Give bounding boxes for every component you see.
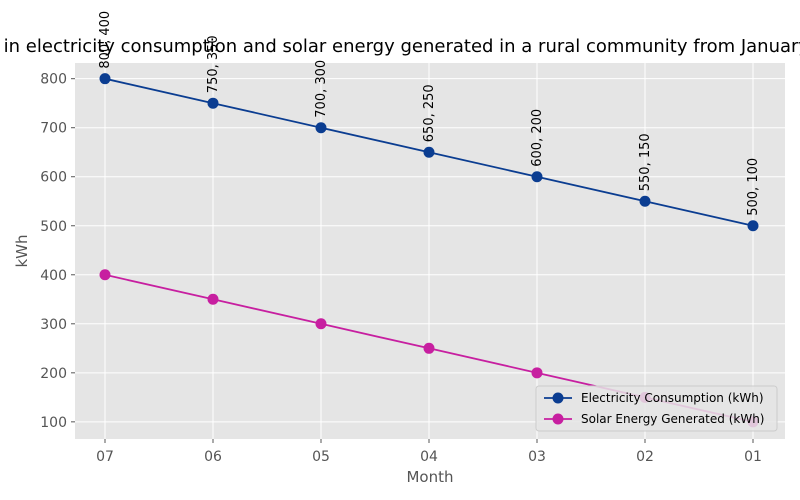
y-tick-label: 400 bbox=[40, 268, 67, 284]
data-point bbox=[531, 367, 543, 379]
data-label: 750, 350 bbox=[206, 35, 221, 93]
chart-title: Change in electricity consumption and so… bbox=[0, 36, 800, 57]
data-label: 500, 100 bbox=[746, 158, 761, 216]
data-label: 600, 200 bbox=[530, 109, 545, 167]
x-tick-label: 04 bbox=[420, 449, 438, 465]
x-tick-label: 03 bbox=[528, 449, 546, 465]
data-point bbox=[423, 342, 435, 354]
data-point bbox=[99, 73, 111, 85]
data-point bbox=[207, 293, 219, 305]
data-point bbox=[207, 97, 219, 109]
data-label: 650, 250 bbox=[422, 84, 437, 142]
x-tick-label: 02 bbox=[636, 449, 654, 465]
x-axis-label: Month bbox=[406, 468, 453, 486]
data-point bbox=[315, 122, 327, 134]
data-label: 800, 400 bbox=[98, 11, 113, 69]
series-1 bbox=[99, 73, 759, 232]
y-axis: 100 200 300 400 500 600 700 800 bbox=[40, 72, 75, 431]
y-tick-label: 300 bbox=[40, 317, 67, 333]
data-point bbox=[531, 171, 543, 183]
data-point bbox=[639, 195, 651, 207]
x-tick-label: 01 bbox=[744, 449, 762, 465]
data-label: 550, 150 bbox=[638, 133, 653, 191]
y-axis-label: kWh bbox=[13, 234, 31, 267]
y-tick-label: 500 bbox=[40, 219, 67, 235]
legend-marker bbox=[552, 392, 564, 404]
y-tick-label: 700 bbox=[40, 121, 67, 137]
data-label: 700, 300 bbox=[314, 60, 329, 118]
y-tick-label: 600 bbox=[40, 170, 67, 186]
data-point bbox=[423, 146, 435, 158]
data-point bbox=[747, 220, 759, 232]
x-axis: 07 06 05 04 03 02 01 bbox=[96, 439, 762, 465]
data-point bbox=[315, 318, 327, 330]
legend-label: Electricity Consumption (kWh) bbox=[581, 391, 764, 405]
legend-box bbox=[535, 385, 778, 432]
data-point bbox=[99, 269, 111, 281]
x-tick-label: 06 bbox=[204, 449, 222, 465]
x-tick-label: 05 bbox=[312, 449, 330, 465]
y-tick-label: 200 bbox=[40, 366, 67, 382]
legend: Electricity Consumption (kWh) Solar Energ… bbox=[535, 385, 778, 432]
legend-label: Solar Energy Generated (kWh) bbox=[581, 412, 764, 426]
legend-marker bbox=[552, 413, 564, 425]
annotation-layer: 800, 400 750, 350 700, 300 650, 250 600, 200… bbox=[98, 11, 761, 216]
y-tick-label: 100 bbox=[40, 415, 67, 431]
plot-area bbox=[75, 63, 785, 439]
x-tick-label: 07 bbox=[96, 449, 114, 465]
y-tick-label: 800 bbox=[40, 72, 67, 88]
